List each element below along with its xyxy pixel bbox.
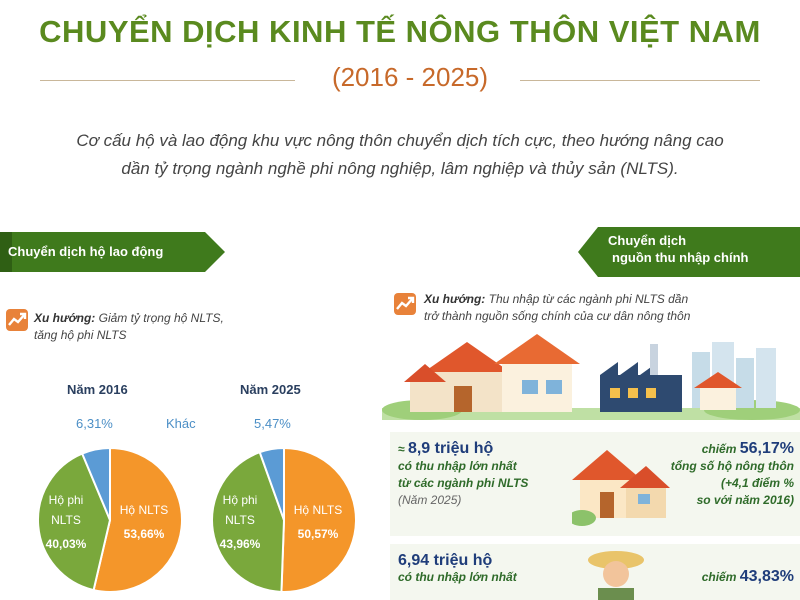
stat1-share-prefix: chiếm — [701, 442, 737, 456]
intro-line-1: Cơ cấu hộ và lao động khu vực nông thôn … — [76, 131, 724, 150]
trend-right-text: Xu hướng: Thu nhập từ các ngành phi NLTS… — [424, 291, 744, 325]
pie-slice-hộ-nlts — [280, 446, 357, 593]
trend-right-label: Xu hướng: — [424, 292, 486, 306]
stat2-left: 6,94 triệu hộ có thu nhập lớn nhất — [398, 552, 517, 586]
trend-left-line-1: Giảm tỷ trọng hộ NLTS, — [98, 311, 224, 325]
pie-slice-label: NLTS — [225, 513, 255, 527]
pie-slice-hộ-phi-nlts — [211, 450, 286, 593]
ribbon-left — [0, 232, 225, 272]
pie-slice-value: 43,96% — [220, 537, 261, 551]
stat2-share-prefix: chiếm — [701, 570, 737, 584]
ribbon-right-line-1: Chuyển dịch — [608, 233, 687, 248]
trend-right-line-2: trở thành nguồn sống chính của cư dân nô… — [424, 309, 691, 323]
farmer-icon — [588, 551, 644, 600]
intro-line-2: dần tỷ trọng ngành nghề phi nông nghiệp,… — [121, 159, 679, 178]
stat1-line-2: có thu nhập lớn nhất — [398, 459, 517, 473]
pie-slice-label: Hộ NLTS — [294, 503, 342, 517]
income-stat-band-2 — [390, 544, 800, 600]
pie-chart-2025: Hộ NLTS 50,57% Hộ phi NLTS 43,96% — [211, 446, 357, 593]
divider-right — [520, 80, 760, 81]
houses-illustration — [382, 334, 800, 420]
stat1-left: ≈ 8,9 triệu hộ có thu nhập lớn nhất từ c… — [398, 440, 528, 509]
stat1-value: 8,9 triệu hộ — [407, 440, 494, 457]
pie-slice-label: Hộ phi — [223, 493, 258, 507]
subtitle-row: (2016 - 2025) — [40, 62, 760, 98]
pie-2025-title: Năm 2025 — [240, 382, 301, 397]
pie-slice-label: NLTS — [51, 513, 81, 527]
stat1-share-line-4: so với năm 2016) — [696, 493, 794, 507]
trend-left-text: Xu hướng: Giảm tỷ trọng hộ NLTS, tăng hộ… — [34, 310, 264, 344]
other-legend-label: Khác — [166, 416, 196, 431]
trend-left-label: Xu hướng: — [34, 311, 96, 325]
pie-slice-value: 50,57% — [298, 527, 339, 541]
stat1-right: chiếm 56,17% tổng số hộ nông thôn (+4,1 … — [630, 440, 794, 509]
ribbon-right — [578, 227, 800, 277]
pie-slice-hộ-nlts — [92, 446, 183, 593]
trend-up-icon-right — [394, 293, 416, 315]
stat2-right: chiếm 43,83% — [640, 568, 794, 586]
stat2-value: 6,94 triệu hộ — [398, 552, 493, 569]
pie-slice-hộ-phi-nlts — [37, 452, 112, 592]
ribbon-left-label: Chuyển dịch hộ lao động — [8, 244, 164, 259]
stat2-share: 43,83% — [739, 568, 794, 585]
pie-slice-khác — [80, 446, 111, 521]
pie-2016-title: Năm 2016 — [67, 382, 128, 397]
trend-left-line-2: tăng hộ phi NLTS — [34, 328, 127, 342]
pie-slice-label: Hộ NLTS — [120, 503, 168, 517]
pie-2025-other-value: 5,47% — [254, 416, 291, 431]
divider-left — [40, 80, 295, 81]
house-icon — [572, 450, 670, 526]
intro-text: Cơ cấu hộ và lao động khu vực nông thôn … — [20, 127, 780, 183]
approx-sign: ≈ — [398, 442, 405, 456]
pie-slice-khác — [258, 446, 285, 521]
pie-slice-value: 40,03% — [46, 537, 87, 551]
pie-slice-label: Hộ phi — [49, 493, 84, 507]
pie-chart-2016: Hộ NLTS 53,66% Hộ phi NLTS 40,03% — [37, 446, 183, 593]
pie-slice-value: 53,66% — [124, 527, 165, 541]
stat1-line-3: từ các ngành phi NLTS — [398, 476, 529, 490]
stat1-share: 56,17% — [739, 440, 794, 457]
subtitle: (2016 - 2025) — [331, 62, 489, 92]
ribbon-right-label: Chuyển dịch nguồn thu nhập chính — [608, 232, 788, 266]
stat1-share-line-3: (+4,1 điểm % — [720, 476, 794, 490]
page-title: CHUYỂN DỊCH KINH TẾ NÔNG THÔN VIỆT NAM — [39, 14, 761, 49]
stat1-note: (Năm 2025) — [398, 493, 462, 507]
stat2-line-2: có thu nhập lớn nhất — [398, 570, 517, 584]
ribbon-right-line-2: nguồn thu nhập chính — [612, 250, 749, 265]
stat1-share-line-2: tổng số hộ nông thôn — [670, 459, 794, 473]
trend-up-icon — [6, 309, 28, 331]
trend-right-line-1: Thu nhập từ các ngành phi NLTS dần — [488, 292, 689, 306]
pie-2016-other-value: 6,31% — [76, 416, 113, 431]
